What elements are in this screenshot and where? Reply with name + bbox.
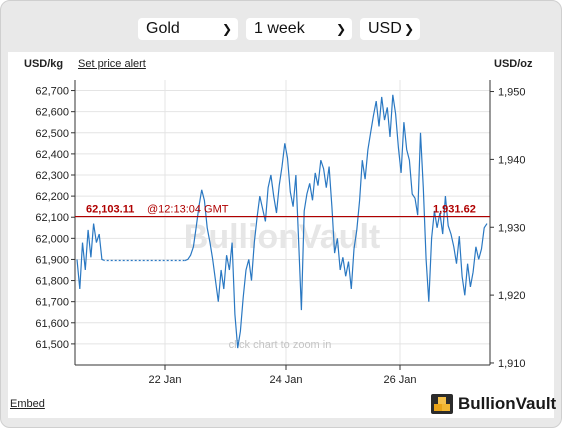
gold-bars-icon <box>431 394 453 414</box>
zoom-hint: click chart to zoom in <box>229 339 332 351</box>
x-tick-label: 24 Jan <box>269 374 302 386</box>
set-price-alert-link[interactable]: Set price alert <box>78 58 146 70</box>
currency-select-value: USD <box>368 20 402 37</box>
left-tick-label: 62,200 <box>35 191 69 203</box>
current-price-oz-label: 1,931.62 <box>433 204 476 216</box>
chart-axes <box>74 80 491 366</box>
bullionvault-logo[interactable]: BullionVault <box>430 392 556 416</box>
metal-select-value: Gold <box>146 20 180 37</box>
left-tick-label: 61,600 <box>35 318 69 330</box>
chevron-down-icon: ❯ <box>221 22 232 36</box>
x-axis-ticks: 22 Jan 24 Jan 26 Jan <box>148 365 417 386</box>
currency-select[interactable]: USD ❯ <box>360 18 420 40</box>
watermark-text: BullionVault <box>184 218 380 256</box>
left-tick-label: 61,800 <box>35 276 69 288</box>
metal-select[interactable]: Gold ❯ <box>138 18 238 40</box>
left-tick-label: 62,300 <box>35 170 69 182</box>
right-tick-label: 1,940 <box>498 154 526 166</box>
embed-link[interactable]: Embed <box>10 398 45 410</box>
current-price-time-label: @12:13:04 GMT <box>147 204 229 216</box>
right-tick-label: 1,930 <box>498 222 526 234</box>
left-tick-label: 62,500 <box>35 128 69 140</box>
x-tick-label: 26 Jan <box>383 374 416 386</box>
price-series <box>76 94 488 349</box>
current-price-kg-label: 62,103.11 <box>86 204 134 216</box>
chart-grid <box>75 80 490 365</box>
brand-name: BullionVault <box>458 394 557 413</box>
left-unit-label: USD/kg <box>24 58 64 70</box>
chevron-down-icon: ❯ <box>335 22 346 36</box>
left-tick-label: 62,400 <box>35 149 69 161</box>
left-tick-label: 62,100 <box>35 212 69 224</box>
left-axis-ticks: 61,500 61,600 61,700 61,800 61,900 62,000 62,1… <box>35 86 75 351</box>
right-tick-label: 1,950 <box>498 87 526 99</box>
left-tick-label: 61,500 <box>35 339 69 351</box>
chevron-down-icon: ❯ <box>403 22 414 36</box>
right-unit-label: USD/oz <box>494 58 533 70</box>
right-axis-ticks: 1,910 1,920 1,930 1,940 1,950 <box>490 87 526 370</box>
period-select-value: 1 week <box>254 20 305 37</box>
right-tick-label: 1,910 <box>498 358 526 370</box>
selector-bar: Gold ❯ 1 week ❯ USD ❯ <box>0 14 562 44</box>
left-tick-label: 62,600 <box>35 107 69 119</box>
period-select[interactable]: 1 week ❯ <box>246 18 352 40</box>
left-tick-label: 61,700 <box>35 297 69 309</box>
right-tick-label: 1,920 <box>498 290 526 302</box>
left-tick-label: 61,900 <box>35 254 69 266</box>
left-tick-label: 62,000 <box>35 233 69 245</box>
x-tick-label: 22 Jan <box>148 374 181 386</box>
left-tick-label: 62,700 <box>35 86 69 98</box>
